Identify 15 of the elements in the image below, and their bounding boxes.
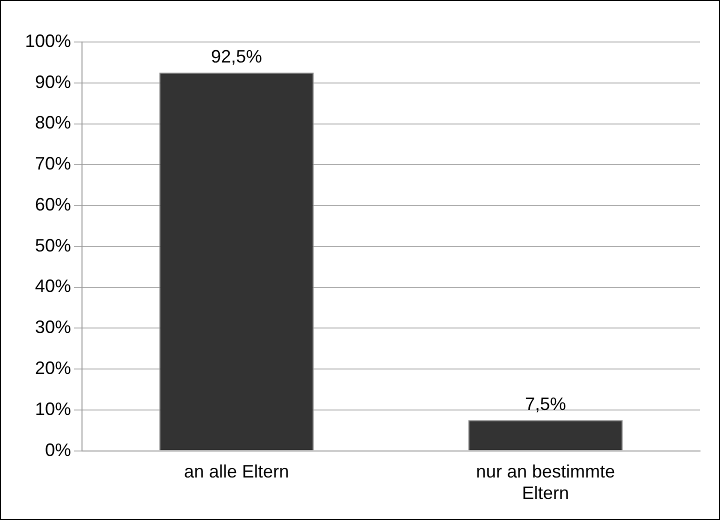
- y-tick-label: 90%: [35, 72, 72, 92]
- y-tick-label: 60%: [35, 194, 72, 214]
- y-tick-label: 70%: [35, 154, 72, 174]
- x-tick-label: nur an bestimmte Eltern: [476, 462, 616, 504]
- y-tick-label: 100%: [24, 30, 72, 51]
- y-tick-label: 0%: [45, 440, 72, 460]
- y-tick-label: 50%: [35, 235, 72, 256]
- y-tick-label: 20%: [35, 358, 72, 378]
- y-tick-label: 40%: [35, 276, 72, 296]
- data-label: 7,5%: [524, 394, 566, 414]
- y-tick-label: 80%: [35, 112, 72, 133]
- x-tick-label: an alle Eltern: [184, 462, 290, 482]
- y-tick-label: 30%: [35, 317, 72, 338]
- data-label: 92,5%: [211, 46, 262, 67]
- y-tick-label: 10%: [35, 398, 72, 419]
